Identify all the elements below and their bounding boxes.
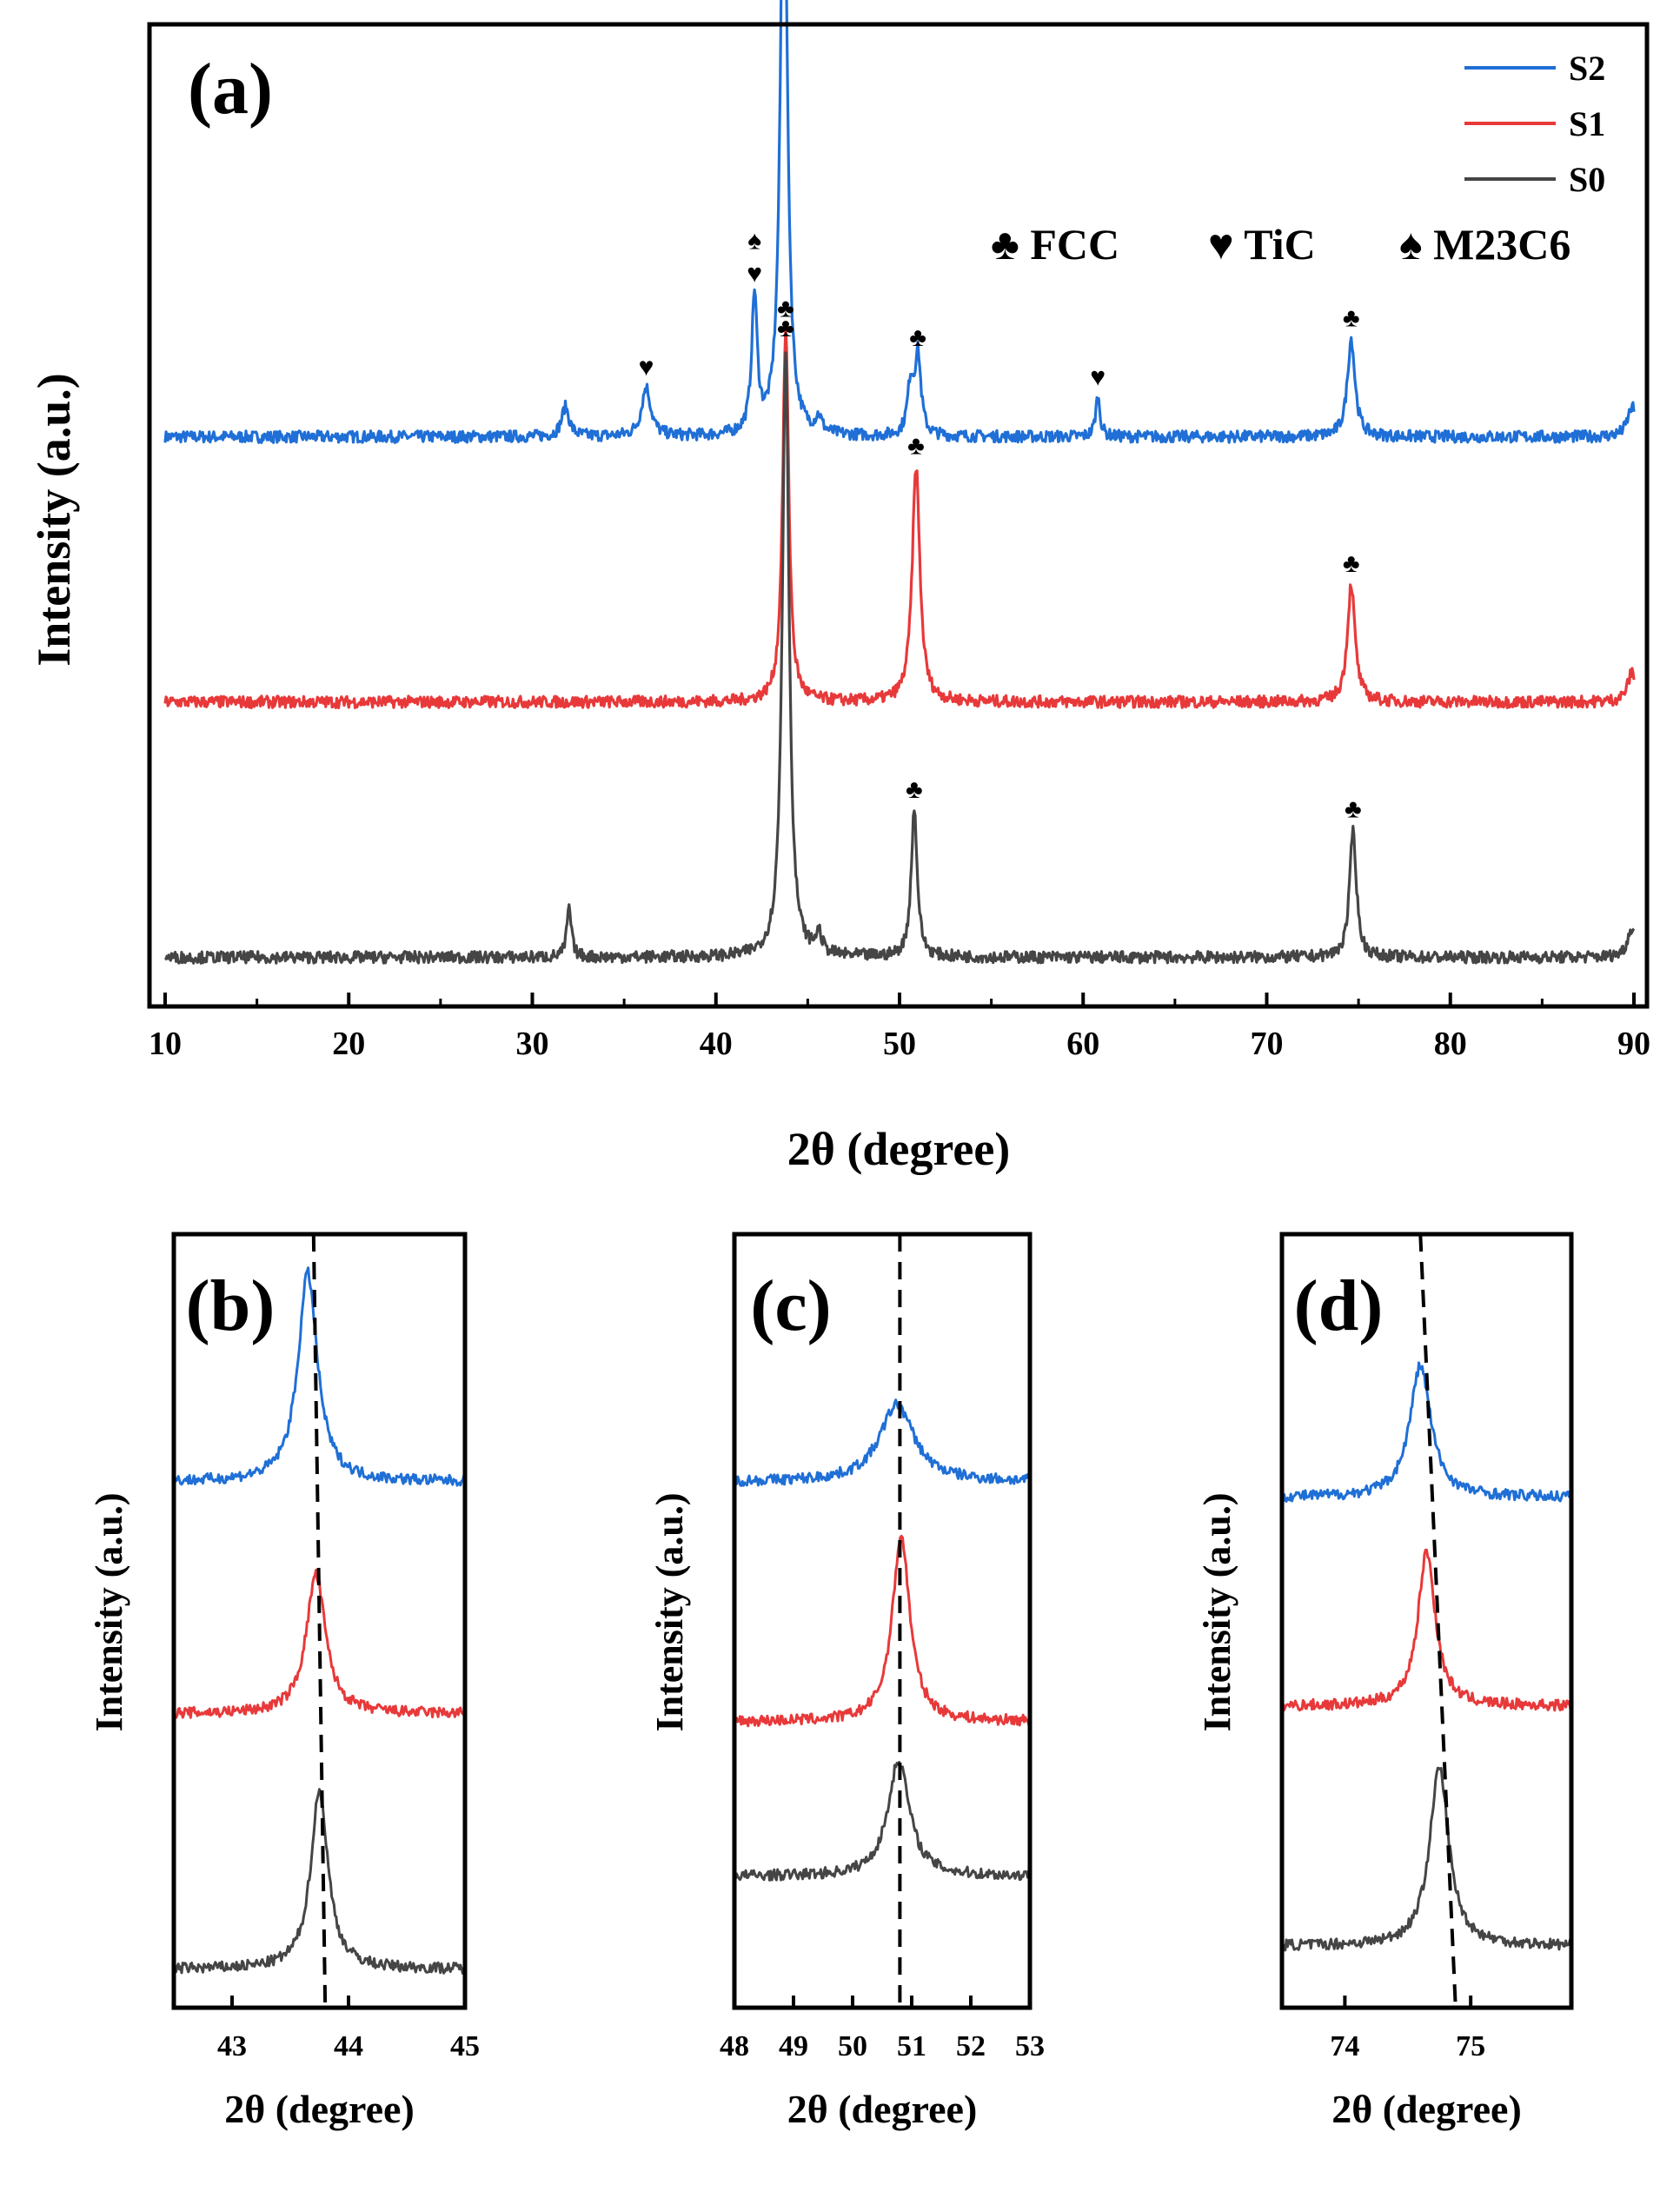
fcc-marker: ♣ bbox=[907, 432, 925, 461]
peak-guide-line bbox=[311, 1233, 328, 2009]
x-tick-label: 70 bbox=[1251, 1026, 1284, 1062]
peak-guide-line bbox=[1418, 1233, 1458, 2009]
panel-label: (c) bbox=[750, 1265, 831, 1346]
series-s0-line bbox=[163, 351, 1636, 965]
series-s1-line bbox=[1280, 1548, 1572, 1712]
x-axis-label: 2θ (degree) bbox=[224, 2087, 415, 2131]
panel-frame bbox=[732, 1232, 1033, 2010]
panel-frame bbox=[171, 1232, 468, 2010]
x-tick-label: 50 bbox=[883, 1026, 916, 1062]
tic-marker: ♥ bbox=[639, 353, 654, 382]
x-axis-label: 2θ (degree) bbox=[787, 2087, 978, 2131]
fcc-marker: ♣ bbox=[906, 775, 923, 804]
panel-a-frame bbox=[147, 22, 1650, 1009]
x-tick-label: 44 bbox=[334, 2030, 363, 2062]
y-axis-label: Intensity (a.u.) bbox=[28, 373, 80, 667]
x-tick-label: 45 bbox=[450, 2030, 480, 2062]
x-tick-label: 43 bbox=[217, 2030, 247, 2062]
phase-legend-item: ♣ FCC bbox=[991, 220, 1119, 269]
x-tick-label: 48 bbox=[720, 2030, 749, 2062]
panel-b: 43 44 45 2θ (degree) Intensity (a.u.) (b) bbox=[88, 1232, 480, 2131]
series-s0-line bbox=[733, 1761, 1032, 1882]
series-s2-line bbox=[172, 1266, 467, 1487]
fcc-marker: ♣ bbox=[1345, 795, 1362, 824]
x-tick-label: 49 bbox=[779, 2030, 808, 2062]
fcc-marker: ♣ bbox=[1343, 304, 1360, 333]
x-axis-label: 2θ (degree) bbox=[787, 1123, 1011, 1175]
series-s0-line bbox=[1280, 1766, 1572, 1952]
series-s0-line bbox=[172, 1788, 466, 1975]
x-tick-label: 53 bbox=[1015, 2030, 1045, 2062]
panel-label: (a) bbox=[188, 49, 273, 130]
panel-d: 74 75 2θ (degree) Intensity (a.u.) (d) bbox=[1196, 1232, 1574, 2131]
x-tick-label: 10 bbox=[149, 1026, 182, 1062]
legend-label-s2: S2 bbox=[1569, 49, 1605, 88]
x-tick-label: 50 bbox=[838, 2030, 867, 2062]
y-axis-label: Intensity (a.u.) bbox=[1196, 1492, 1238, 1731]
y-axis-label: Intensity (a.u.) bbox=[88, 1492, 130, 1731]
fcc-marker: ♣ bbox=[777, 294, 794, 322]
fcc-marker: ♣ bbox=[1343, 549, 1360, 578]
x-tick-label: 80 bbox=[1434, 1026, 1467, 1062]
x-tick-label: 52 bbox=[956, 2030, 986, 2062]
x-tick-label: 51 bbox=[897, 2030, 926, 2062]
fcc-marker: ♣ bbox=[909, 323, 926, 352]
legend-label-s1: S1 bbox=[1569, 104, 1605, 143]
fcc-marker: ♣ bbox=[777, 314, 794, 342]
x-tick-label: 74 bbox=[1330, 2030, 1359, 2062]
panel-label: (d) bbox=[1294, 1265, 1384, 1346]
panel-c: 48 49 50 51 52 53 2θ (degree) Intensity (a.u.) (… bbox=[648, 1232, 1045, 2131]
panel-frame bbox=[1279, 1232, 1574, 2010]
phase-legend-item: ♠ M23C6 bbox=[1399, 220, 1570, 269]
x-tick-label: 40 bbox=[700, 1026, 733, 1062]
series-s1-line bbox=[733, 1534, 1032, 1728]
tic-marker: ♥ bbox=[747, 259, 762, 288]
x-tick-label: 30 bbox=[516, 1026, 549, 1062]
x-tick-label: 75 bbox=[1456, 2030, 1485, 2062]
x-tick-label: 60 bbox=[1066, 1026, 1099, 1062]
series-s1-line bbox=[163, 326, 1636, 709]
panel-label: (b) bbox=[186, 1265, 276, 1346]
series-s2-line bbox=[163, 0, 1636, 444]
phase-legend-item: ♥ TiC bbox=[1208, 220, 1316, 269]
y-axis-label: Intensity (a.u.) bbox=[648, 1492, 691, 1731]
m23c6-marker: ♠ bbox=[747, 226, 761, 255]
x-tick-label: 90 bbox=[1617, 1026, 1650, 1062]
series-s2-line bbox=[734, 1398, 1031, 1487]
legend-label-s0: S0 bbox=[1569, 160, 1605, 199]
x-axis-label: 2θ (degree) bbox=[1331, 2087, 1522, 2131]
tic-marker: ♥ bbox=[1090, 362, 1106, 391]
x-tick-label: 20 bbox=[332, 1026, 365, 1062]
